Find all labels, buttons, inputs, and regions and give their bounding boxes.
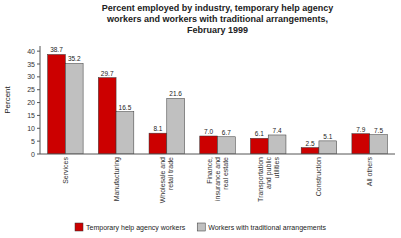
y-tick <box>37 128 40 129</box>
data-label: 35.2 <box>68 55 81 62</box>
bar <box>116 112 134 154</box>
x-tick-label: All others <box>366 157 373 187</box>
data-label: 6.1 <box>255 130 264 137</box>
data-label: 7.9 <box>356 126 365 133</box>
x-tick-label-line: retail trade <box>167 157 174 190</box>
bar <box>65 63 83 154</box>
x-tick-label-line: Transportation <box>257 157 265 202</box>
x-tick-label: Manufacturing <box>113 157 121 201</box>
x-tick-label-line: insurance and <box>214 157 221 201</box>
y-tick-label: 40 <box>27 48 35 55</box>
data-label: 29.7 <box>101 70 114 77</box>
x-tick-label-line: Construction <box>315 157 322 196</box>
x-tick-label-line: Manufacturing <box>113 157 121 201</box>
bar <box>370 135 388 154</box>
y-tick <box>37 64 40 65</box>
data-label: 21.6 <box>169 90 182 97</box>
y-tick-label: 30 <box>27 73 35 80</box>
title-line: February 1999 <box>187 25 248 35</box>
y-tick <box>37 89 40 90</box>
title-line: workers and workers with traditional arr… <box>106 14 328 24</box>
chart-container: Percent employed by industry, temporary … <box>0 0 401 238</box>
bars <box>48 54 388 154</box>
legend-swatch <box>197 223 205 231</box>
bar <box>301 148 319 154</box>
legend: Temporary help agency workers Workers wit… <box>75 223 326 232</box>
bar <box>250 138 268 154</box>
bar <box>167 98 185 154</box>
y-axis-label: Percent <box>3 85 12 113</box>
data-label: 2.5 <box>306 140 315 147</box>
legend-label: Workers with traditional arrangements <box>208 224 326 232</box>
x-tick-label-line: Finance, <box>206 157 213 184</box>
bar <box>149 133 167 154</box>
x-tick-label-line: All others <box>366 157 373 187</box>
y-tick <box>37 154 40 155</box>
x-tick-label-line: Services <box>62 157 69 184</box>
data-label: 7.0 <box>204 128 213 135</box>
legend-swatch <box>75 223 83 231</box>
y-tick-label: 20 <box>27 99 35 106</box>
bar <box>268 135 286 154</box>
x-tick-label-line: and public <box>265 157 273 189</box>
data-label: 7.4 <box>273 127 282 134</box>
data-label: 8.1 <box>153 125 162 132</box>
bar <box>200 136 218 154</box>
y-tick-label: 10 <box>27 125 35 132</box>
x-tick-label: Wholesale andretail trade <box>159 157 174 203</box>
data-label: 16.5 <box>119 104 132 111</box>
y-tick <box>37 102 40 103</box>
x-tick-label: Construction <box>315 157 322 196</box>
data-label: 7.5 <box>374 127 383 134</box>
data-labels: 38.7 29.7 8.1 7.0 6.1 2.5 7.9 35.2 16.5 21.6 6.7 7.… <box>50 46 383 146</box>
chart: Percent employed by industry, temporary … <box>0 0 401 238</box>
bar <box>352 134 370 154</box>
bar <box>98 78 116 154</box>
y-tick-label: 25 <box>27 86 35 93</box>
y-tick <box>37 76 40 77</box>
legend-label: Temporary help agency workers <box>86 224 186 232</box>
y-tick-label: 35 <box>27 61 35 68</box>
bar <box>48 54 66 154</box>
x-tick-label-line: utilities <box>273 157 280 179</box>
y-tick <box>37 115 40 116</box>
data-label: 6.7 <box>222 129 231 136</box>
data-label: 5.1 <box>323 133 332 140</box>
x-tick-label: Services <box>62 157 69 184</box>
y-tick-label: 5 <box>31 138 35 145</box>
title-line: Percent employed by industry, temporary … <box>102 3 333 13</box>
bar <box>319 141 337 154</box>
y-tick <box>37 141 40 142</box>
x-tick-label: Finance,insurance andreal estate <box>206 157 229 201</box>
y-axis-line <box>40 46 41 154</box>
x-tick-label-line: real estate <box>222 157 229 190</box>
x-tick-label-line: Wholesale and <box>159 157 166 203</box>
y-tick-label: 0 <box>31 151 35 158</box>
data-label: 38.7 <box>50 46 63 53</box>
bar <box>218 137 236 154</box>
x-axis-line <box>40 154 395 155</box>
y-tick-label: 15 <box>27 112 35 119</box>
y-tick <box>37 51 40 52</box>
title: Percent employed by industry, temporary … <box>102 3 333 35</box>
x-tick-label: Transportationand publicutilities <box>257 157 280 202</box>
